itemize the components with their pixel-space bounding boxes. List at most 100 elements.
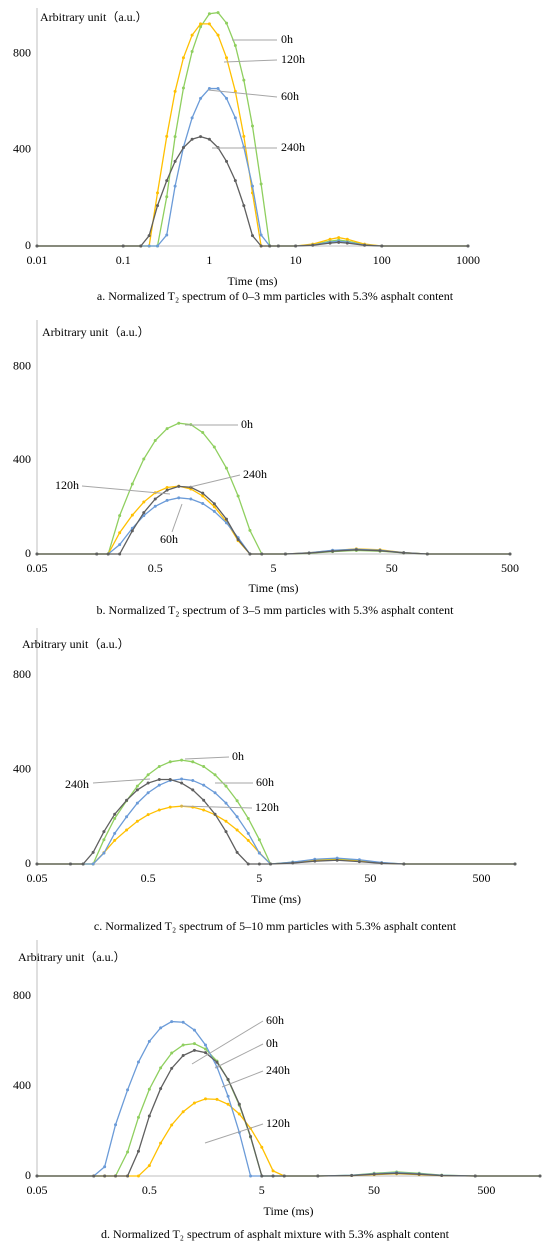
- point: [201, 491, 205, 495]
- point: [215, 1060, 219, 1064]
- point: [190, 116, 194, 120]
- point: [235, 815, 239, 819]
- x-tick-label: 500: [501, 561, 519, 575]
- point: [402, 862, 406, 866]
- point: [147, 244, 151, 248]
- point: [125, 828, 129, 832]
- y-tick-label: 0: [25, 856, 31, 870]
- x-tick-label: 0.05: [27, 1183, 48, 1197]
- point: [271, 1174, 275, 1178]
- annotation-leader: [204, 1123, 264, 1144]
- point: [202, 765, 206, 769]
- point: [335, 858, 339, 862]
- point: [192, 1028, 196, 1032]
- point: [207, 137, 211, 141]
- y-tick-label: 0: [25, 238, 31, 252]
- point: [248, 552, 252, 556]
- point: [173, 89, 177, 93]
- point: [173, 184, 177, 188]
- point: [201, 431, 205, 435]
- point: [146, 791, 150, 795]
- point: [207, 22, 211, 26]
- annotation-leader: [223, 59, 278, 63]
- point: [233, 179, 237, 183]
- point: [249, 1174, 253, 1178]
- point: [307, 551, 311, 555]
- point: [242, 78, 246, 82]
- point: [328, 237, 332, 241]
- annotation-leader: [191, 1020, 264, 1065]
- annotation-leader: [221, 1070, 264, 1088]
- point: [95, 552, 99, 556]
- point: [466, 244, 470, 248]
- series-line: [37, 422, 510, 555]
- series-line: [37, 497, 510, 555]
- point: [192, 1048, 196, 1052]
- point: [177, 484, 181, 488]
- point: [242, 204, 246, 208]
- point: [81, 862, 85, 866]
- point: [203, 1097, 207, 1101]
- series-label: 120h: [55, 478, 79, 492]
- point: [165, 427, 169, 431]
- point: [213, 773, 217, 777]
- point: [147, 234, 151, 238]
- point: [130, 513, 134, 517]
- point: [136, 1115, 140, 1119]
- point: [345, 241, 349, 245]
- point: [212, 505, 216, 509]
- point: [35, 244, 39, 248]
- point: [201, 501, 205, 505]
- point: [203, 1043, 207, 1047]
- series-label: 240h: [281, 140, 305, 154]
- y-axis-label: Arbitrary unit（a.u.）: [18, 950, 126, 964]
- y-tick-label: 0: [25, 1168, 31, 1182]
- point: [146, 813, 150, 817]
- point: [181, 86, 185, 90]
- point: [113, 838, 117, 842]
- series-label: 0h: [281, 32, 293, 46]
- point: [190, 137, 194, 141]
- point: [337, 240, 341, 244]
- point: [91, 850, 95, 854]
- point: [225, 159, 229, 163]
- point: [125, 798, 129, 802]
- point: [224, 521, 228, 525]
- point: [181, 1054, 185, 1058]
- point: [363, 243, 367, 247]
- point: [165, 498, 169, 502]
- point: [180, 777, 184, 781]
- point: [142, 457, 146, 461]
- point: [153, 497, 157, 501]
- point: [168, 805, 172, 809]
- series-label: 0h: [241, 417, 253, 431]
- y-tick-label: 0: [25, 546, 31, 560]
- series-label: 120h: [255, 800, 279, 814]
- point: [130, 482, 134, 486]
- annotation-leader: [214, 1043, 264, 1069]
- point: [237, 1102, 241, 1106]
- point: [250, 124, 254, 128]
- x-tick-label: 0.05: [27, 871, 48, 885]
- point: [242, 134, 246, 138]
- series-line: [37, 11, 468, 247]
- point: [159, 1066, 163, 1070]
- point: [114, 1174, 118, 1178]
- point: [146, 773, 150, 777]
- point: [142, 500, 146, 504]
- x-tick-label: 1: [206, 253, 212, 267]
- point: [380, 861, 384, 865]
- point: [402, 551, 406, 555]
- point: [237, 1112, 241, 1116]
- point: [291, 861, 295, 865]
- point: [180, 758, 184, 762]
- series-label: 60h: [281, 89, 299, 103]
- point: [157, 783, 161, 787]
- point: [170, 1123, 174, 1127]
- caption: b. Normalized T₂ spectrum of 3–5 mm part…: [97, 603, 455, 617]
- series-label: 60h: [266, 1013, 284, 1027]
- point: [191, 760, 195, 764]
- point: [276, 244, 280, 248]
- x-tick-label: 50: [364, 871, 376, 885]
